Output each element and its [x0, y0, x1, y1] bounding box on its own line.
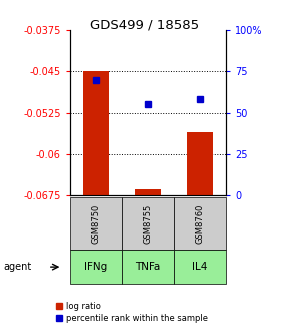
Text: agent: agent	[3, 262, 31, 272]
Text: IL4: IL4	[192, 262, 208, 272]
Text: GDS499 / 18585: GDS499 / 18585	[90, 18, 200, 32]
Text: IFNg: IFNg	[84, 262, 107, 272]
Legend: log ratio, percentile rank within the sample: log ratio, percentile rank within the sa…	[56, 301, 208, 323]
Text: GSM8750: GSM8750	[91, 203, 100, 244]
Text: GSM8755: GSM8755	[143, 203, 153, 244]
Text: GSM8760: GSM8760	[195, 203, 205, 244]
Text: TNFa: TNFa	[135, 262, 161, 272]
Bar	[83, 72, 109, 195]
Bar	[187, 132, 213, 195]
Bar	[135, 190, 161, 195]
